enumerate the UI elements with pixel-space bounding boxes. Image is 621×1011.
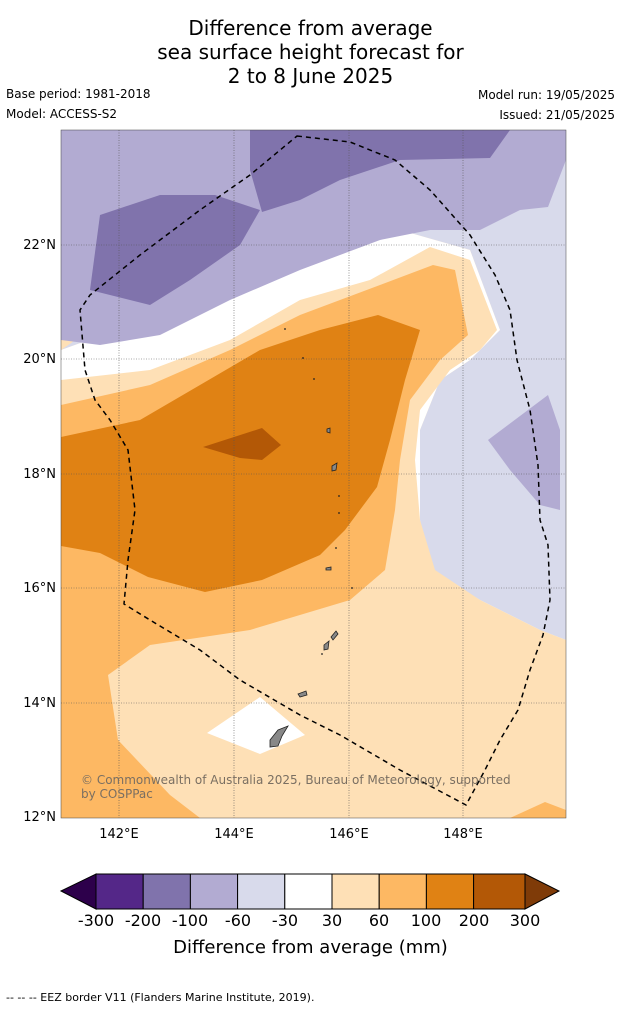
issued-date: Issued: 21/05/2025 bbox=[499, 108, 615, 122]
colorbar bbox=[59, 873, 561, 910]
band-minus100-minus60-east bbox=[488, 395, 560, 510]
colorbar-tick-10: 300 bbox=[509, 911, 541, 930]
colorbar-tick-3: -100 bbox=[171, 911, 209, 930]
colorbar-title: Difference from average (mm) bbox=[173, 937, 448, 958]
colorbar-bin-7 bbox=[378, 873, 427, 910]
colorbar-tick-9: 200 bbox=[458, 911, 490, 930]
map-plot-area bbox=[61, 130, 566, 818]
title-line-3: 2 to 8 June 2025 bbox=[227, 64, 394, 88]
colorbar-tick-2: -200 bbox=[124, 911, 162, 930]
agrihan-island bbox=[326, 427, 331, 434]
colorbar-tick-1: -300 bbox=[77, 911, 115, 930]
lat-label-18n: 18°N bbox=[23, 467, 56, 482]
colorbar-bin-2 bbox=[142, 873, 191, 910]
model-run: Model run: 19/05/2025 bbox=[477, 88, 615, 102]
band-200-300 bbox=[203, 428, 281, 460]
small-islets bbox=[284, 328, 353, 655]
colorbar-tick-7: 60 bbox=[368, 911, 390, 930]
band-minus60-minus30 bbox=[61, 130, 566, 640]
lat-label-20n: 20°N bbox=[23, 352, 56, 367]
colorbar-bin-1 bbox=[95, 873, 144, 910]
lon-label-142e: 142°E bbox=[99, 827, 139, 842]
eez-footnote: -- -- -- EEZ border V11 (Flanders Marine… bbox=[6, 991, 315, 1004]
band-60-100-south bbox=[510, 802, 566, 818]
colorbar-bin-3 bbox=[189, 873, 239, 910]
lon-label-146e: 146°E bbox=[329, 827, 369, 842]
colorbar-bin-9 bbox=[473, 873, 526, 910]
lat-label-14n: 14°N bbox=[23, 696, 56, 711]
lon-label-144e: 144°E bbox=[214, 827, 254, 842]
colorbar-bin-6 bbox=[331, 873, 380, 910]
eez-border bbox=[79, 135, 551, 807]
anatahan-island bbox=[325, 566, 332, 571]
islands bbox=[269, 427, 339, 748]
colorbar-tick-8: 100 bbox=[410, 911, 442, 930]
lon-label-148e: 148°E bbox=[443, 827, 483, 842]
lat-label-16n: 16°N bbox=[23, 581, 56, 596]
guam-island bbox=[269, 725, 289, 748]
lat-label-12n: 12°N bbox=[23, 810, 56, 825]
title-line-1: Difference from average bbox=[188, 16, 433, 40]
colorbar-tick-6: 30 bbox=[321, 911, 343, 930]
band-minus100-minus60 bbox=[61, 130, 566, 345]
base-period: Base period: 1981-2018 bbox=[6, 87, 151, 101]
title-line-2: sea surface height forecast for bbox=[157, 40, 464, 64]
pagan-island bbox=[331, 462, 338, 472]
band-minus200-minus100-north bbox=[250, 130, 510, 212]
model-name: Model: ACCESS-S2 bbox=[6, 107, 118, 121]
colorbar-bin-4 bbox=[237, 873, 286, 910]
colorbar-tick-4: -60 bbox=[224, 911, 252, 930]
colorbar-bin-8 bbox=[425, 873, 475, 910]
colorbar-bin-5 bbox=[284, 873, 333, 910]
lat-label-22n: 22°N bbox=[23, 238, 56, 253]
colorbar-arrow-high bbox=[524, 873, 561, 910]
band-minus200-minus100-west bbox=[90, 195, 260, 305]
copyright-notice: © Commonwealth of Australia 2025, Bureau… bbox=[81, 773, 511, 801]
rota-island bbox=[297, 690, 308, 698]
map-frame bbox=[60, 129, 567, 819]
colorbar-tick-5: -30 bbox=[271, 911, 299, 930]
tinian-island bbox=[323, 640, 330, 651]
colorbar-arrow-low bbox=[59, 873, 97, 910]
map-grid bbox=[61, 130, 566, 818]
saipan-island bbox=[330, 630, 339, 641]
